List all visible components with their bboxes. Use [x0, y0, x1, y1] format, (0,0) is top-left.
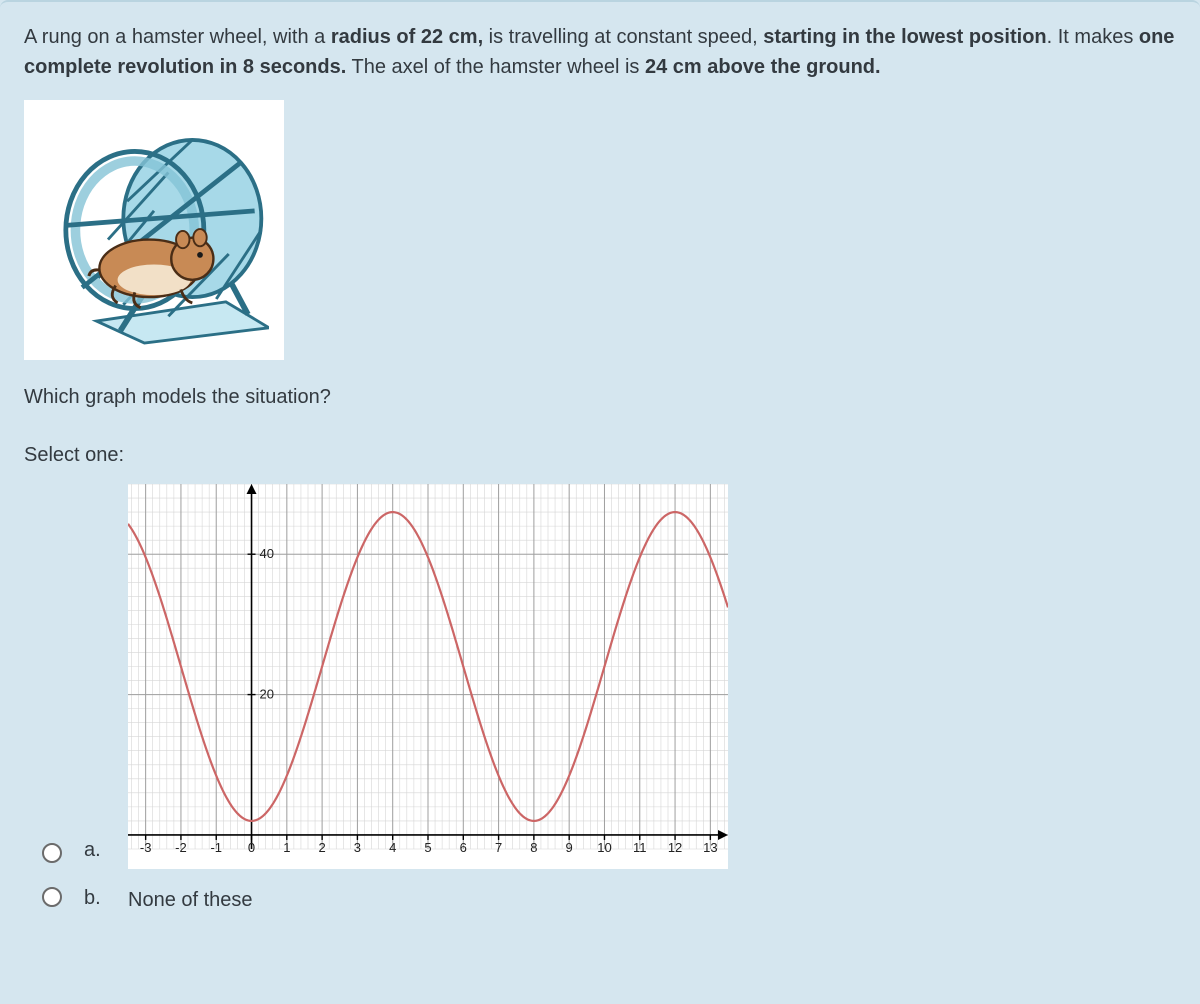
option-b-letter: b.: [84, 883, 106, 913]
svg-text:12: 12: [668, 840, 682, 855]
option-a-letter: a.: [84, 835, 106, 865]
option-a-row[interactable]: a. -3-2-10123456789101112132040: [42, 484, 1176, 869]
graph-prompt: Which graph models the situation?: [24, 382, 1176, 412]
svg-text:-3: -3: [140, 840, 152, 855]
svg-text:0: 0: [248, 840, 255, 855]
svg-text:13: 13: [703, 840, 717, 855]
svg-text:10: 10: [597, 840, 611, 855]
radio-a[interactable]: [42, 843, 62, 863]
select-one-label: Select one:: [24, 440, 1176, 470]
svg-text:6: 6: [460, 840, 467, 855]
option-a-graph: -3-2-10123456789101112132040: [128, 484, 728, 869]
option-b-row[interactable]: b. None of these: [42, 883, 1176, 917]
radio-b[interactable]: [42, 887, 62, 907]
svg-text:8: 8: [530, 840, 537, 855]
svg-text:-2: -2: [175, 840, 187, 855]
svg-text:4: 4: [389, 840, 396, 855]
svg-text:3: 3: [354, 840, 361, 855]
svg-text:9: 9: [566, 840, 573, 855]
svg-text:5: 5: [424, 840, 431, 855]
svg-text:11: 11: [633, 840, 647, 855]
svg-text:20: 20: [260, 687, 274, 702]
hamster-wheel-illustration: [24, 100, 284, 360]
svg-text:1: 1: [283, 840, 290, 855]
svg-text:-1: -1: [210, 840, 222, 855]
option-b-text: None of these: [128, 885, 253, 915]
svg-text:7: 7: [495, 840, 502, 855]
svg-text:2: 2: [319, 840, 326, 855]
svg-text:40: 40: [260, 546, 274, 561]
question-text: A rung on a hamster wheel, with a radius…: [24, 22, 1176, 82]
